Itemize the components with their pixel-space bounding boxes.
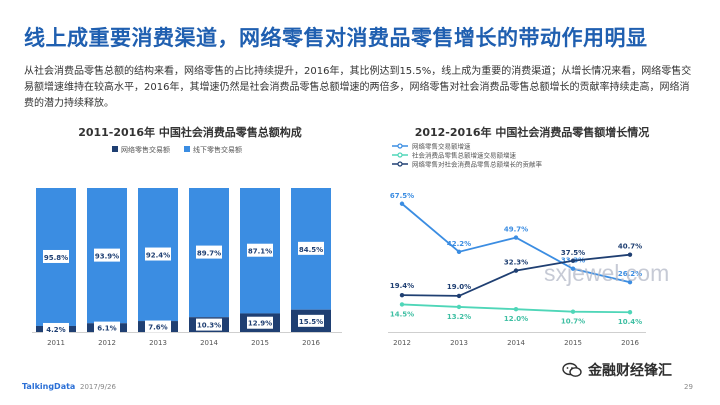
legend-label-2: 线下零售交易额: [193, 145, 242, 154]
data-label-online-2014: 10.3%: [197, 322, 221, 330]
data-label-offline-2016: 84.5%: [299, 246, 323, 254]
legend-label-1: 网络零售交易额: [121, 145, 170, 154]
legend-swatch-1: [112, 146, 118, 152]
x-tick-label-2015: 2015: [564, 339, 582, 347]
bar-chart-title: 2011-2016年 中国社会消费品零售总额构成: [78, 126, 302, 139]
x-tick-label-2016: 2016: [302, 339, 320, 347]
data-label-offline-2014: 89.7%: [197, 250, 221, 258]
data-label-3-2013: 19.0%: [447, 283, 471, 291]
x-tick-label-2012: 2012: [393, 339, 411, 347]
legend-marker-2: [397, 152, 403, 158]
line-chart: 网络零售交易额增速社会消费品零售总额增速交易额增速网络零售对社会消费品零售总额增…: [388, 142, 646, 347]
watermark-brand: 金融财经锋汇: [562, 360, 672, 380]
x-tick-label-2014: 2014: [507, 339, 525, 347]
data-label-bg-offline-2011: [43, 249, 69, 263]
point-2-2013: [456, 304, 462, 310]
legend-marker-3: [397, 161, 403, 167]
data-label-bg-online-2013: [145, 320, 171, 333]
legend-label-1: 网络零售交易额增速: [412, 142, 471, 151]
watermark-brand-text: 金融财经锋汇: [588, 363, 672, 379]
x-tick-label-2011: 2011: [47, 339, 65, 347]
data-label-bg-offline-2014: [196, 245, 222, 259]
point-3-2014: [513, 268, 519, 273]
watermark-url: sxjewel.com: [544, 260, 670, 286]
point-3-2015: [570, 258, 576, 263]
data-label-3-2012: 19.4%: [390, 282, 414, 290]
x-tick-label-2013: 2013: [149, 339, 167, 347]
data-label-2-2016: 10.4%: [618, 318, 642, 326]
point-2-2014: [513, 307, 519, 312]
point-3-2013: [456, 293, 462, 299]
legend-swatch-2: [184, 146, 190, 152]
data-label-1-2012: 67.5%: [390, 192, 414, 200]
point-1-2014: [513, 235, 519, 240]
line-chart-title: 2012-2016年 中国社会消费品零售额增长情况: [414, 126, 650, 139]
data-label-3-2016: 40.7%: [618, 243, 642, 251]
point-1-2015: [570, 266, 576, 271]
slide-title: 线上成重要消费渠道，网络零售对消费品零售增长的带动作用明显: [24, 26, 648, 50]
data-label-1-2013: 42.2%: [447, 240, 471, 248]
x-tick-label-2014: 2014: [200, 339, 218, 347]
data-label-2-2013: 13.2%: [447, 313, 471, 321]
data-label-offline-2012: 93.9%: [95, 253, 119, 261]
data-label-3-2015: 37.5%: [561, 249, 585, 257]
x-tick-label-2012: 2012: [98, 339, 116, 347]
data-label-offline-2013: 92.4%: [146, 252, 170, 260]
legend-marker-1: [397, 143, 403, 149]
data-label-bg-online-2015: [247, 316, 273, 329]
data-label-online-2012: 6.1%: [97, 325, 116, 333]
wechat-icon: [562, 362, 582, 377]
intro-paragraph: 从社会消费品零售总额的结构来看，网络零售的占比持续提升，2016年，其比例达到1…: [24, 66, 692, 109]
page-number: 29: [684, 383, 693, 391]
data-label-bg-online-2012: [94, 321, 120, 334]
x-tick-label-2016: 2016: [621, 339, 639, 347]
data-label-1-2014: 49.7%: [504, 226, 528, 234]
data-label-online-2011: 4.2%: [46, 326, 65, 334]
point-2-2012: [399, 302, 405, 307]
point-2-2016: [627, 310, 633, 315]
x-tick-label-2015: 2015: [251, 339, 269, 347]
data-label-online-2013: 7.6%: [148, 324, 167, 332]
point-1-2016: [627, 280, 633, 285]
talkingdata-logo: TalkingData: [22, 382, 76, 391]
point-2-2015: [570, 309, 576, 314]
data-label-online-2016: 15.5%: [299, 318, 323, 326]
data-label-1-2016: 26.2%: [618, 270, 642, 278]
data-label-bg-offline-2012: [94, 248, 120, 262]
data-label-2-2015: 10.7%: [561, 318, 585, 326]
point-3-2012: [399, 292, 405, 298]
data-label-bg-online-2011: [43, 322, 69, 335]
data-label-bg-online-2016: [298, 314, 324, 327]
legend-label-3: 网络零售对社会消费品零售总额增长的贡献率: [412, 160, 543, 169]
legend-label-2: 社会消费品零售总额增速交易额增速: [412, 151, 517, 160]
data-label-offline-2015: 87.1%: [248, 248, 272, 256]
data-label-bg-offline-2016: [298, 241, 324, 255]
data-label-online-2015: 12.9%: [248, 320, 272, 328]
point-3-2016: [627, 252, 633, 257]
data-label-2-2014: 12.0%: [504, 315, 528, 323]
data-label-3-2014: 32.3%: [504, 259, 528, 267]
point-1-2013: [456, 249, 462, 255]
data-label-bg-offline-2015: [247, 243, 273, 257]
footer-date: 2017/9/26: [80, 383, 116, 391]
x-tick-label-2013: 2013: [450, 339, 468, 347]
point-1-2012: [399, 201, 405, 206]
stacked-bar-chart: 网络零售交易额 线下零售交易额 95.8% 4.2% 2011 93.9% 6.1% 2012…: [32, 145, 342, 347]
data-label-2-2012: 14.5%: [390, 310, 414, 318]
data-label-offline-2011: 95.8%: [44, 254, 68, 262]
data-label-bg-online-2014: [196, 318, 222, 331]
data-label-bg-offline-2013: [145, 247, 171, 261]
